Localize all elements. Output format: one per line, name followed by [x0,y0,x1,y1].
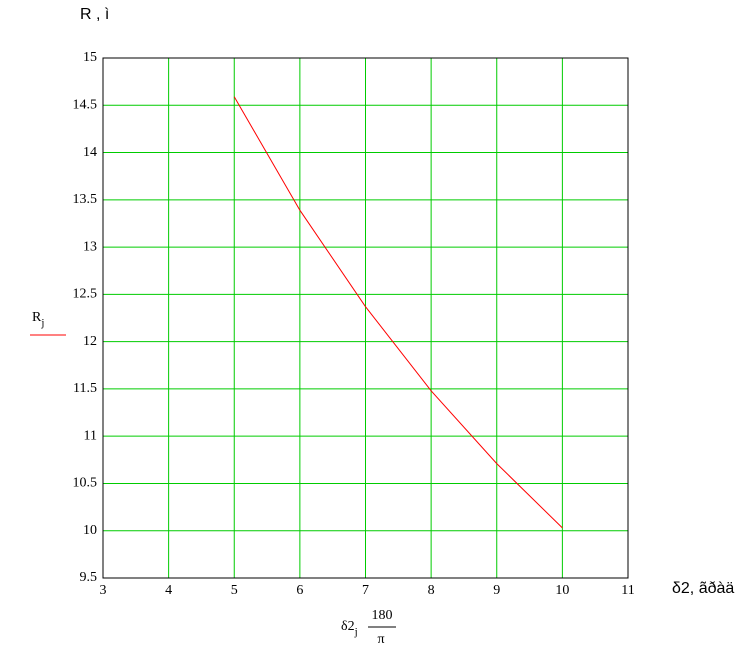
y-tick-label: 12.5 [73,287,98,302]
y-tick-label: 11.5 [73,381,97,396]
chart-title: R , ì [80,6,109,23]
y-label-main: R [32,310,42,325]
x-label-main: δ2 [341,619,355,634]
y-tick-label: 14 [83,145,97,160]
x-label-den: π [377,632,384,647]
data-line [233,96,563,529]
x-tick-label: 10 [555,583,569,598]
y-tick-label: 13.5 [73,192,98,207]
y-label: Rj [32,310,44,328]
x-label-sub: j [354,626,358,638]
x-label-num: 180 [372,608,393,623]
x-tick-label: 11 [621,583,634,598]
y-tick-label: 14.5 [73,97,98,112]
x-label: δ2j [341,619,358,637]
x-tick-label: 4 [165,583,172,598]
y-label-sub: j [40,317,44,329]
x-tick-label: 6 [296,583,303,598]
x-tick-label: 7 [362,583,369,598]
y-tick-label: 9.5 [80,570,98,585]
y-tick-label: 10 [83,523,97,538]
x-tick-label: 8 [428,583,435,598]
x-tick-label: 9 [493,583,500,598]
y-tick-label: 12 [83,334,97,349]
y-tick-label: 11 [84,428,97,443]
x-unit-label: δ2, ãðàä [672,580,734,597]
y-tick-label: 15 [83,50,97,65]
plot-frame [102,57,629,579]
y-tick-label: 13 [83,239,97,254]
x-tick-label: 3 [100,583,107,598]
x-tick-label: 5 [231,583,238,598]
y-tick-label: 10.5 [73,476,98,491]
